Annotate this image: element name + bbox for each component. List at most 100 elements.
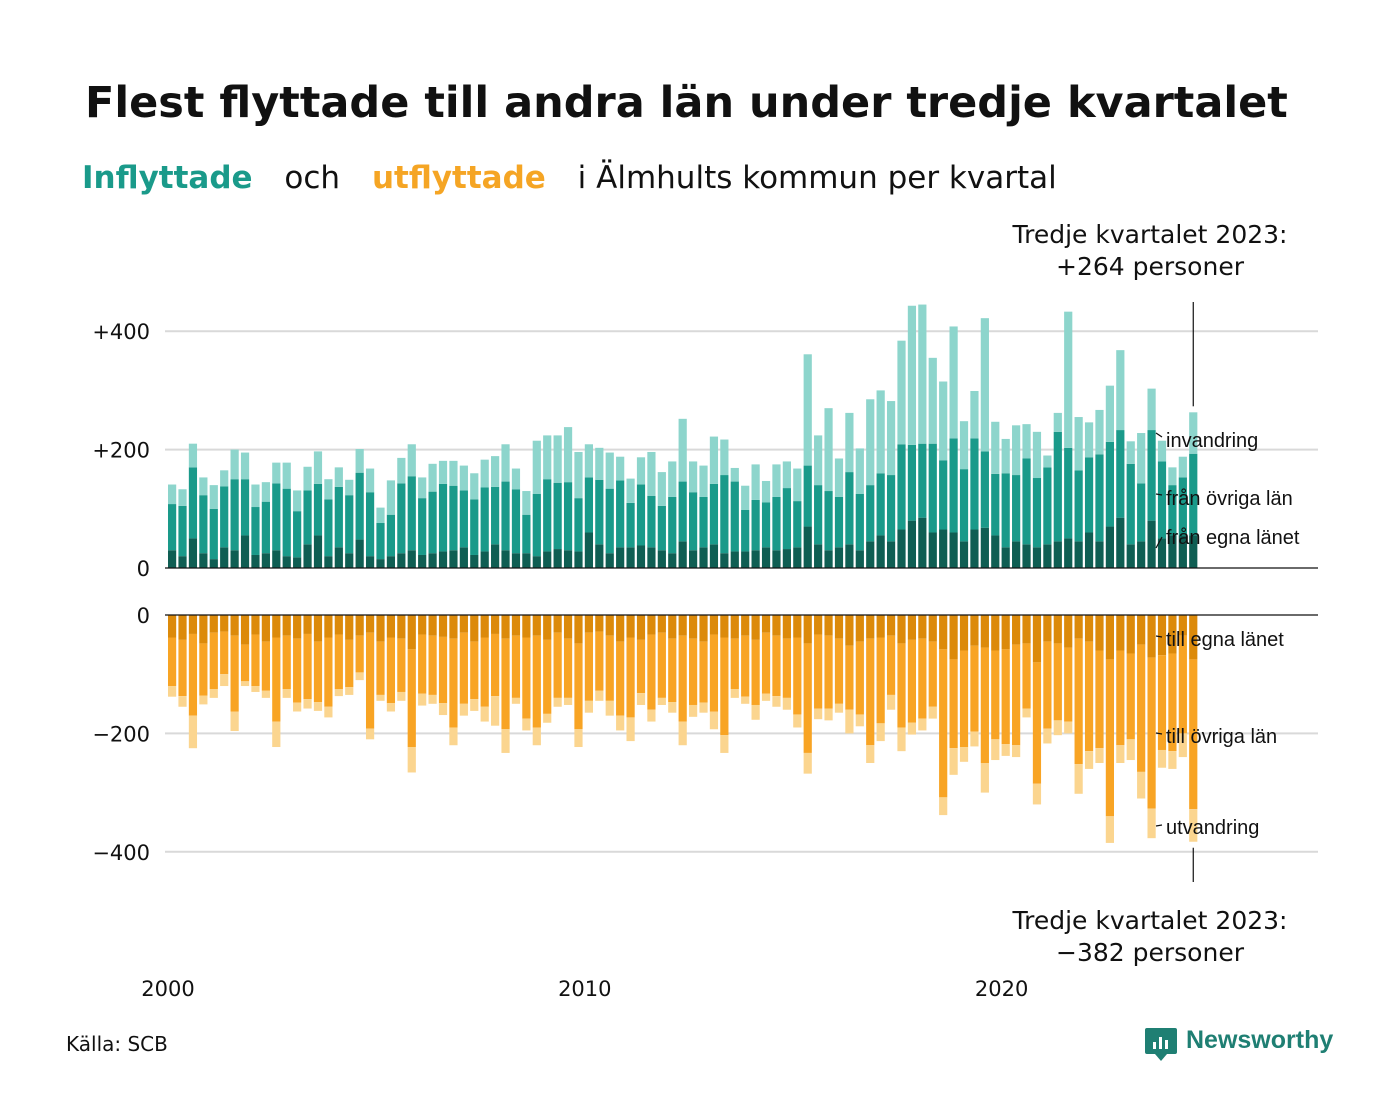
bar-fran-ovriga-lan — [574, 498, 583, 552]
bar-till-egna-lanet — [178, 615, 187, 640]
bar-fran-egna-lanet — [1157, 538, 1167, 568]
bar-utvandring — [1157, 749, 1167, 768]
bar-fran-egna-lanet — [1022, 544, 1031, 568]
bar-fran-ovriga-lan — [1147, 430, 1156, 521]
bar-till-ovriga-lan — [438, 636, 448, 704]
bar-till-ovriga-lan — [980, 647, 989, 763]
bar-till-ovriga-lan — [928, 641, 937, 707]
bar-utvandring — [689, 704, 698, 717]
bar-invandring — [1168, 467, 1177, 486]
bar-fran-egna-lanet — [178, 556, 187, 568]
bar-till-ovriga-lan — [845, 645, 854, 710]
bar-invandring — [522, 491, 531, 515]
bar-fran-ovriga-lan — [1001, 473, 1010, 548]
bar-invandring — [563, 427, 573, 483]
bar-invandring — [240, 452, 250, 480]
subtitle-och: och — [284, 160, 340, 196]
bar-fran-egna-lanet — [407, 550, 416, 568]
bar-fran-ovriga-lan — [1053, 431, 1062, 542]
bar-fran-ovriga-lan — [1032, 478, 1042, 548]
bar-till-ovriga-lan — [365, 632, 375, 729]
bar-fran-egna-lanet — [511, 553, 521, 568]
bar-till-egna-lanet — [355, 615, 364, 636]
bar-invandring — [1074, 417, 1083, 471]
bar-till-ovriga-lan — [522, 637, 531, 719]
bar-invandring — [772, 464, 781, 497]
bar-utvandring — [595, 690, 604, 701]
bar-fran-egna-lanet — [199, 553, 208, 568]
bar-till-ovriga-lan — [970, 645, 979, 732]
bar-till-egna-lanet — [563, 615, 573, 639]
bar-till-ovriga-lan — [855, 641, 864, 715]
bar-fran-ovriga-lan — [397, 483, 406, 554]
bar-till-egna-lanet — [459, 615, 468, 633]
label-leader — [1155, 635, 1163, 638]
bar-invandring — [480, 459, 489, 488]
bar-till-ovriga-lan — [553, 632, 562, 698]
bar-till-egna-lanet — [272, 615, 281, 638]
bar-fran-ovriga-lan — [918, 443, 927, 518]
bar-invandring — [855, 448, 864, 494]
bar-till-egna-lanet — [1126, 615, 1135, 654]
bar-utvandring — [709, 711, 719, 730]
bar-fran-ovriga-lan — [449, 485, 458, 551]
bar-fran-ovriga-lan — [282, 488, 291, 557]
bar-invandring — [1053, 412, 1062, 432]
bar-fran-egna-lanet — [397, 553, 406, 568]
bar-fran-egna-lanet — [355, 539, 364, 568]
bar-invandring — [293, 490, 302, 512]
bar-fran-ovriga-lan — [803, 465, 812, 527]
bar-till-ovriga-lan — [1147, 657, 1156, 809]
bar-till-egna-lanet — [616, 615, 625, 642]
bar-invandring — [918, 304, 927, 444]
bar-fran-egna-lanet — [751, 550, 760, 568]
bar-invandring — [907, 305, 917, 445]
bar-till-ovriga-lan — [876, 637, 885, 724]
bar-till-egna-lanet — [261, 615, 270, 642]
bar-utvandring — [199, 695, 208, 705]
bar-invandring — [584, 444, 593, 478]
bar-fran-ovriga-lan — [907, 444, 917, 521]
bar-invandring — [761, 480, 771, 503]
bar-invandring — [230, 449, 239, 480]
bar-fran-egna-lanet — [897, 529, 906, 568]
bar-fran-egna-lanet — [1064, 538, 1073, 568]
y-tick-label: 0 — [137, 604, 150, 628]
y-tick-label: −400 — [92, 841, 150, 865]
bar-fran-egna-lanet — [876, 535, 885, 568]
bar-invandring — [365, 468, 375, 493]
bar-fran-ovriga-lan — [407, 476, 416, 551]
bar-fran-ovriga-lan — [480, 487, 489, 552]
bar-utvandring — [397, 691, 406, 701]
bar-fran-egna-lanet — [209, 559, 218, 568]
bar-fran-egna-lanet — [782, 549, 791, 568]
bar-invandring — [428, 463, 437, 492]
annotation-top-line1: Tredje kvartalet 2023: — [1012, 220, 1288, 249]
bar-fran-egna-lanet — [543, 551, 552, 568]
bar-utvandring — [563, 697, 573, 705]
bar-till-egna-lanet — [418, 615, 427, 635]
bar-fran-ovriga-lan — [1178, 477, 1187, 536]
bar-fran-egna-lanet — [595, 544, 604, 568]
bar-fran-ovriga-lan — [793, 501, 802, 548]
bar-invandring — [386, 480, 396, 515]
bar-utvandring — [897, 727, 906, 752]
label-leader — [1155, 824, 1163, 827]
bar-utvandring — [657, 697, 666, 705]
bar-invandring — [345, 479, 354, 496]
bar-till-ovriga-lan — [782, 638, 791, 698]
bar-fran-egna-lanet — [449, 550, 458, 568]
bar-utvandring — [939, 797, 948, 816]
bar-utvandring — [970, 731, 979, 747]
bar-till-egna-lanet — [657, 615, 666, 633]
bar-fran-egna-lanet — [251, 554, 260, 568]
label-leader — [1155, 432, 1163, 438]
bar-fran-ovriga-lan — [209, 508, 218, 560]
bar-fran-egna-lanet — [272, 550, 281, 568]
bar-utvandring — [772, 696, 781, 707]
bar-utvandring — [1137, 771, 1146, 799]
bar-till-egna-lanet — [772, 615, 781, 636]
bar-fran-ovriga-lan — [855, 494, 864, 551]
bar-invandring — [897, 340, 906, 445]
bar-utvandring — [365, 728, 375, 740]
